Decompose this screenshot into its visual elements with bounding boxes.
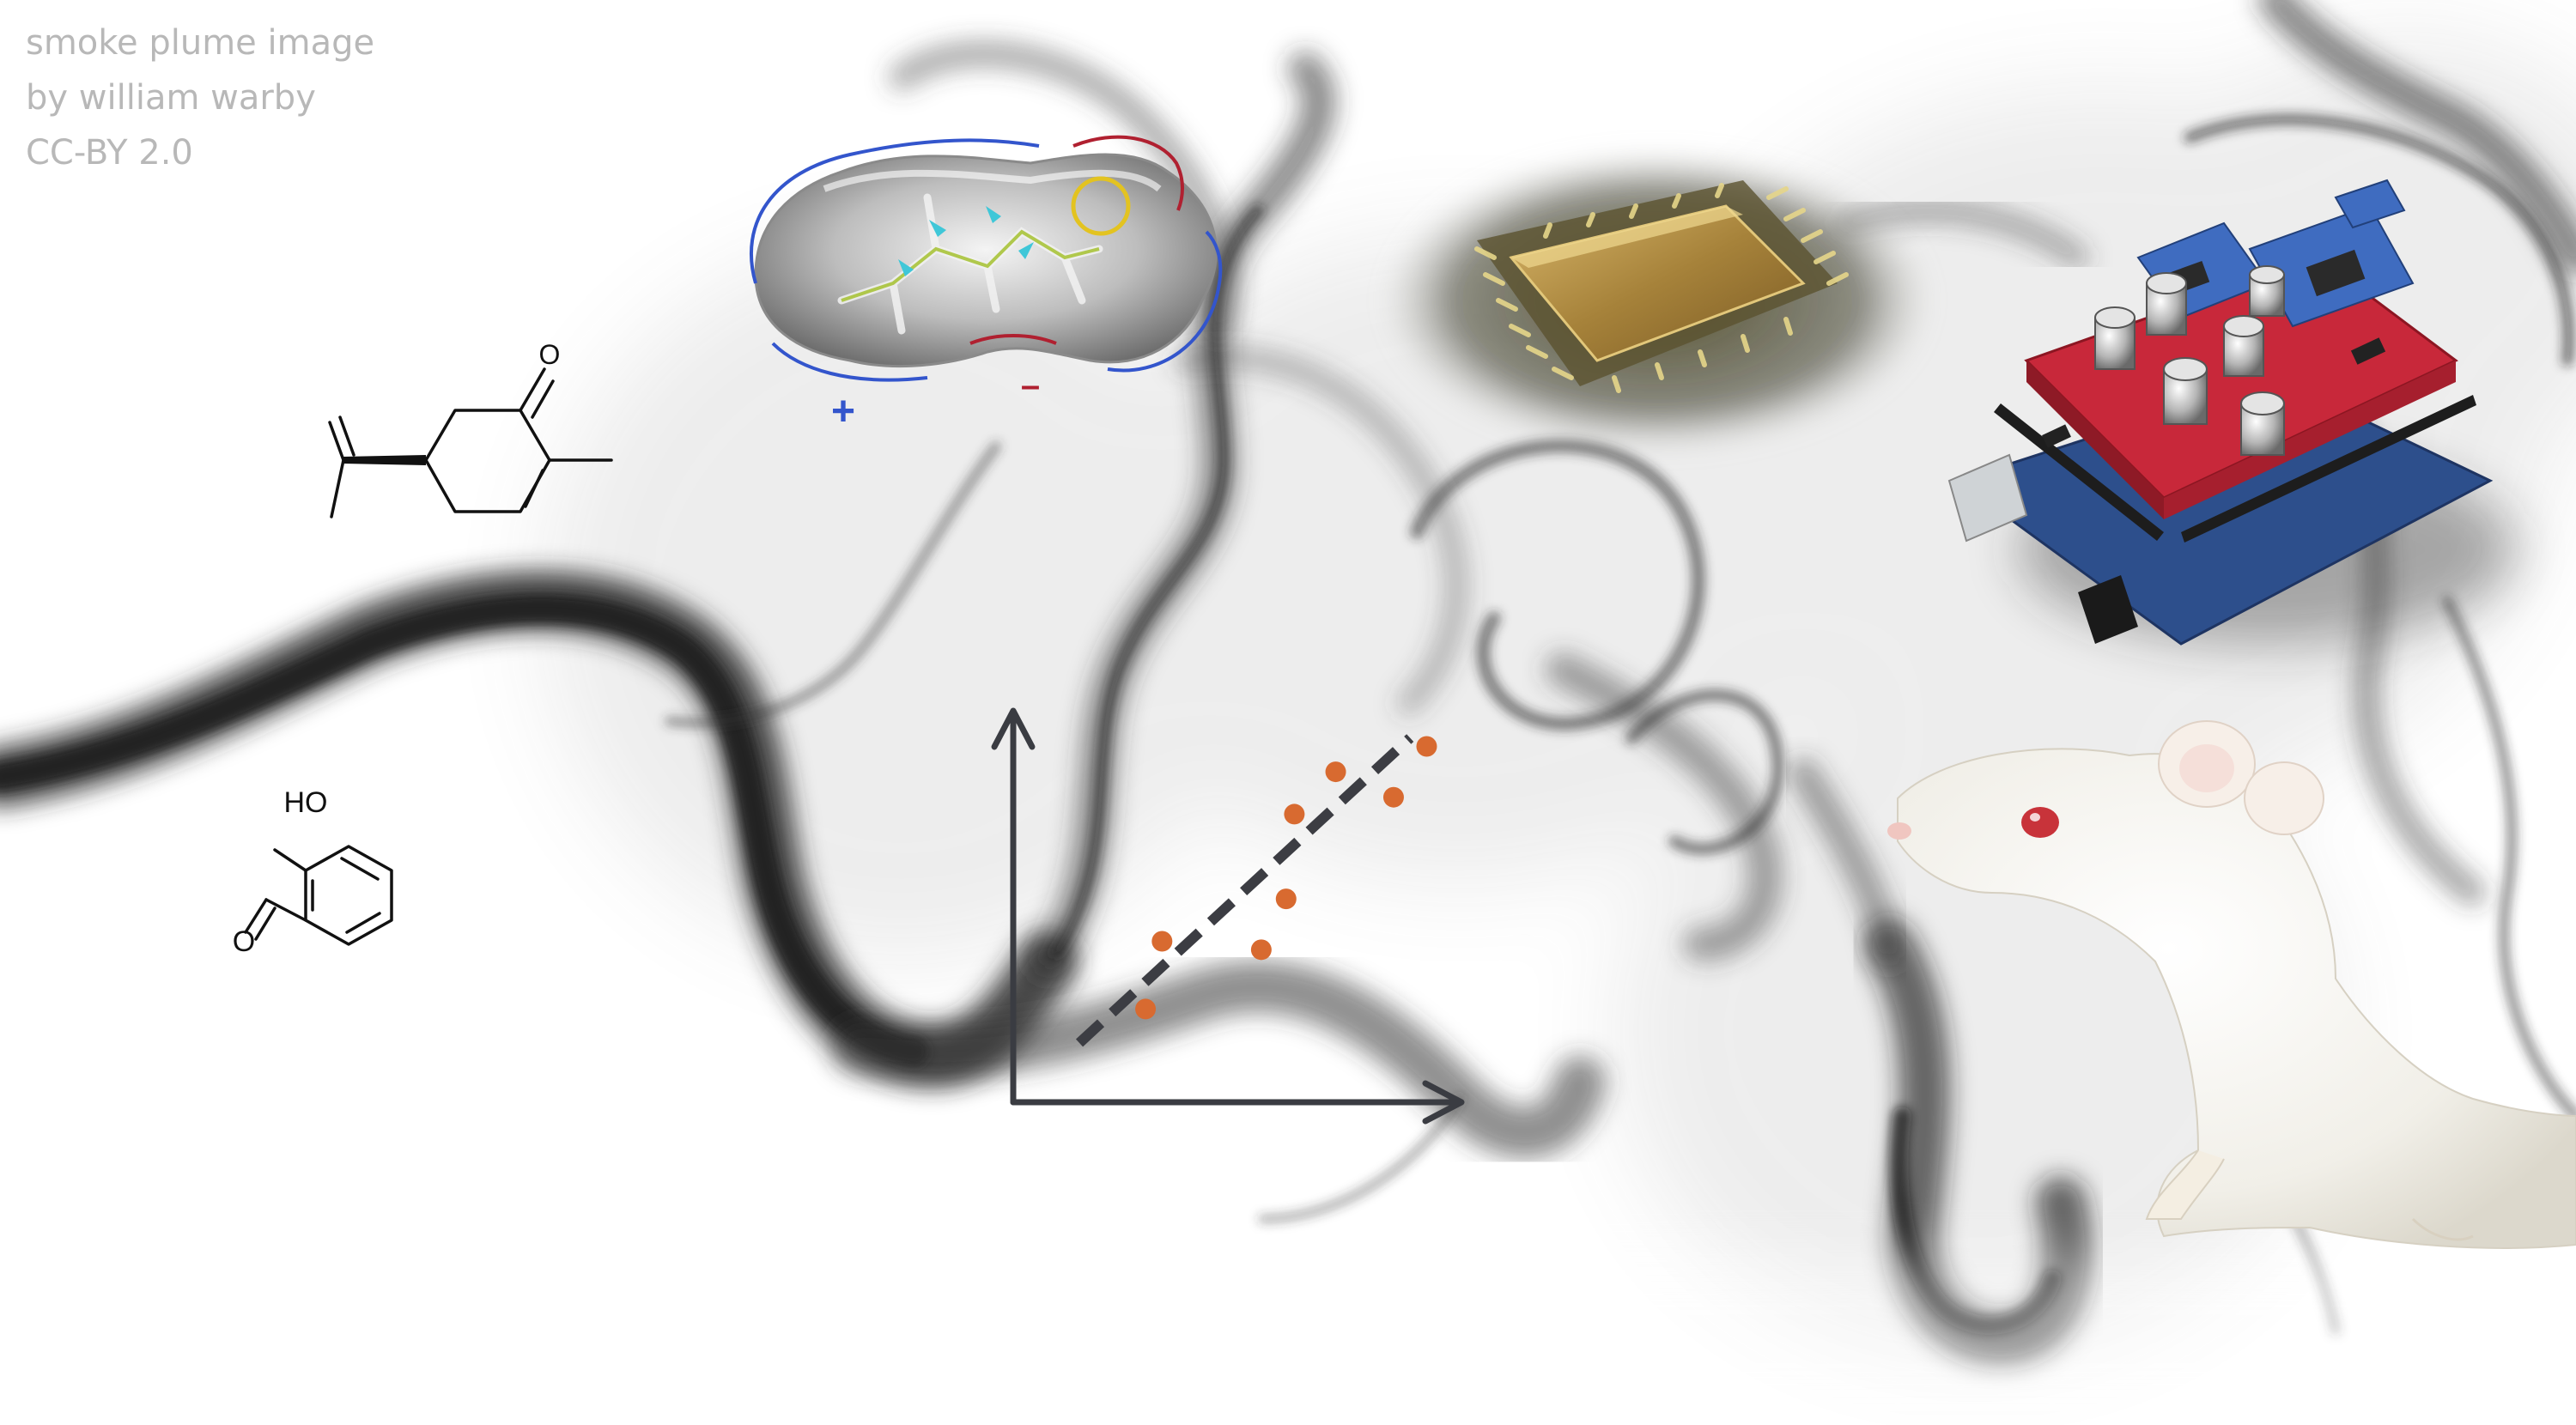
electronics-board-icon [1947,179,2516,646]
scatter-point-4 [1275,888,1297,910]
capacitor-icon [2146,272,2187,336]
scatter-points [1135,736,1437,1020]
image-credit: smoke plume image by william warby CC-BY… [26,15,374,180]
carvone-o-label: O [539,339,561,370]
mouse-eye-icon [2021,807,2059,838]
scatter-point-3 [1250,939,1272,961]
lab-mouse-icon [1887,720,2576,1249]
y-axis-arrowhead [991,707,1036,750]
scatter-chart [991,707,1465,1125]
capacitor-icon [2163,357,2208,425]
scatter-point-5 [1284,803,1305,825]
credit-line-1: smoke plume image [26,23,375,63]
trendline [1075,734,1414,1047]
capacitor-icon [2094,306,2136,370]
salicylaldehyde-structure: HO O [233,786,393,958]
credit-line-3: CC-BY 2.0 [26,133,193,173]
microchip-icon [1391,155,1923,446]
scatter-point-8 [1416,736,1437,757]
arrow-icons [898,206,1034,276]
x-axis-arrowhead [1422,1080,1465,1125]
salicylaldehyde-ho-label: HO [284,786,328,819]
oxygen-highlight-icon [1071,176,1131,236]
scatter-point-7 [1382,786,1404,808]
scatter-point-6 [1325,761,1346,783]
salicylaldehyde-o-label: O [233,925,255,958]
carvone-structure: O [328,339,613,518]
capacitor-icon [2249,265,2285,317]
capacitor-icon [2223,315,2264,377]
capacitor-icon [2240,391,2285,456]
mouse-ear-icon [2244,761,2324,835]
scatter-point-2 [1151,931,1173,952]
credit-line-2: by william warby [26,78,316,118]
positive-charge-label: + [831,389,855,434]
negative-charge-label: – [1021,367,1040,404]
scatter-point-1 [1135,998,1157,1020]
molecule-surface-icon: + – [750,135,1223,434]
